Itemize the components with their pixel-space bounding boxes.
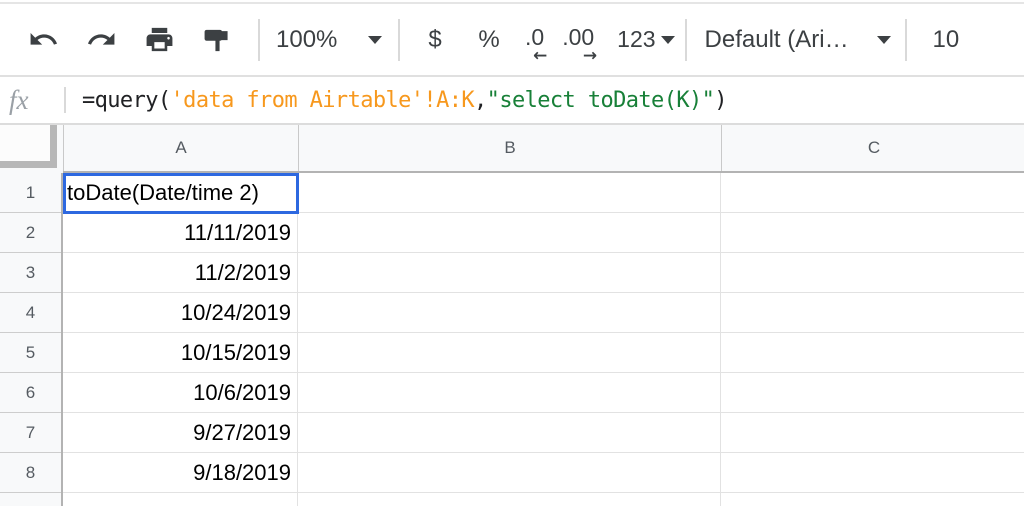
fx-icon: fx: [9, 84, 29, 115]
cell-C8[interactable]: [721, 453, 1024, 493]
row-header-1[interactable]: 1: [0, 173, 61, 213]
cell-C4[interactable]: [721, 293, 1024, 333]
cell-B5[interactable]: [298, 333, 721, 373]
cell-C5[interactable]: [721, 333, 1024, 373]
formula-token: "select toDate(K)": [486, 87, 715, 113]
undo-icon: [30, 33, 57, 45]
column-header-C[interactable]: C: [721, 125, 1024, 171]
number-format-label: 123: [617, 26, 656, 52]
formula-input[interactable]: =query('data from Airtable'!A:K,"select …: [82, 87, 728, 113]
spreadsheet-grid: ABC 123456789 toDate(Date/time 2)11/11/2…: [0, 125, 1024, 506]
cell-B4[interactable]: [298, 293, 721, 333]
toolbar-separator: [258, 18, 260, 61]
cell-A3[interactable]: 11/2/2019: [63, 253, 298, 293]
column-header-A[interactable]: A: [63, 125, 298, 171]
row-header-3[interactable]: 3: [0, 253, 61, 293]
zoom-value: 100%: [276, 25, 338, 53]
chevron-down-icon: [660, 35, 675, 44]
currency-label: $: [428, 25, 442, 53]
cells-area: toDate(Date/time 2) 11/11/2019 11/2/2019 10…: [63, 173, 1024, 506]
toolbar-separator: [684, 18, 687, 61]
column-header-B[interactable]: B: [298, 125, 721, 171]
more-formats-button[interactable]: 123: [617, 26, 675, 53]
row-header-8[interactable]: 8: [0, 453, 61, 493]
cell-A8[interactable]: 9/18/2019: [63, 453, 298, 493]
formula-bar: fx =query('data from Airtable'!A:K,"sele…: [0, 77, 1024, 125]
row-header-6[interactable]: 6: [0, 373, 61, 413]
row-headers: 123456789: [0, 173, 63, 506]
row-header-5[interactable]: 5: [0, 333, 61, 373]
percent-label: %: [478, 25, 500, 53]
arrow-right-icon: →: [582, 46, 598, 66]
cell-B3[interactable]: [298, 253, 721, 293]
cell-B6[interactable]: [298, 373, 721, 413]
decrease-decimal-button[interactable]: .0 ←: [525, 24, 547, 66]
percent-format-button[interactable]: %: [462, 26, 516, 54]
cell-A1[interactable]: toDate(Date/time 2): [63, 173, 298, 213]
font-size-value: 10: [932, 25, 960, 53]
decrease-decimal-label: .0: [525, 24, 545, 50]
print-icon: [146, 27, 172, 52]
font-size-select[interactable]: 10: [933, 26, 960, 54]
row-header-7[interactable]: 7: [0, 413, 61, 453]
formula-token: 'data from Airtable'!A:K: [170, 87, 475, 113]
cell-C6[interactable]: [721, 373, 1024, 413]
print-button[interactable]: [142, 23, 176, 57]
window-top-border: [0, 2, 1024, 4]
cell-B1[interactable]: [298, 173, 721, 213]
undo-button[interactable]: [26, 23, 60, 57]
toolbar-separator: [904, 18, 907, 61]
cell-B7[interactable]: [298, 413, 721, 453]
cell-B8[interactable]: [298, 453, 721, 493]
cell-B9[interactable]: [298, 493, 721, 506]
paint-format-button[interactable]: [200, 23, 234, 57]
cell-C1[interactable]: [721, 173, 1024, 213]
increase-decimal-label: .00: [562, 24, 595, 50]
toolbar: 100% $ % .0 ← .00 → 123 Default (Ari… 10: [0, 4, 1024, 77]
redo-icon: [87, 33, 114, 45]
cell-C3[interactable]: [721, 253, 1024, 293]
cell-A6[interactable]: 10/6/2019: [63, 373, 298, 413]
zoom-select[interactable]: 100%: [276, 26, 382, 54]
currency-format-button[interactable]: $: [408, 26, 462, 54]
arrow-left-icon: ←: [532, 46, 548, 66]
cell-A5[interactable]: 10/15/2019: [63, 333, 298, 373]
increase-decimal-button[interactable]: .00 →: [562, 24, 597, 66]
cell-C2[interactable]: [721, 213, 1024, 253]
toolbar-separator: [398, 18, 400, 61]
redo-button[interactable]: [84, 23, 118, 57]
cell-A2[interactable]: 11/11/2019: [63, 213, 298, 253]
chevron-down-icon: [368, 35, 382, 44]
cell-A4[interactable]: 10/24/2019: [63, 293, 298, 333]
formula-token: ,: [474, 87, 487, 113]
cell-C7[interactable]: [721, 413, 1024, 453]
formula-bar-separator: [64, 87, 66, 113]
cell-A9[interactable]: [63, 493, 298, 506]
chevron-down-icon: [876, 35, 891, 44]
cell-B2[interactable]: [298, 213, 721, 253]
select-all-corner[interactable]: [0, 125, 63, 173]
font-family-select[interactable]: Default (Ari…: [705, 26, 891, 54]
row-header-9[interactable]: 9: [0, 493, 61, 506]
cell-C9[interactable]: [721, 493, 1024, 506]
row-header-4[interactable]: 4: [0, 293, 61, 333]
formula-token: =query(: [82, 87, 171, 113]
font-family-value: Default (Ari…: [704, 25, 849, 53]
cell-A7[interactable]: 9/27/2019: [63, 413, 298, 453]
formula-token: ): [714, 87, 727, 113]
paint-format-icon: [204, 29, 228, 52]
row-header-2[interactable]: 2: [0, 213, 61, 253]
